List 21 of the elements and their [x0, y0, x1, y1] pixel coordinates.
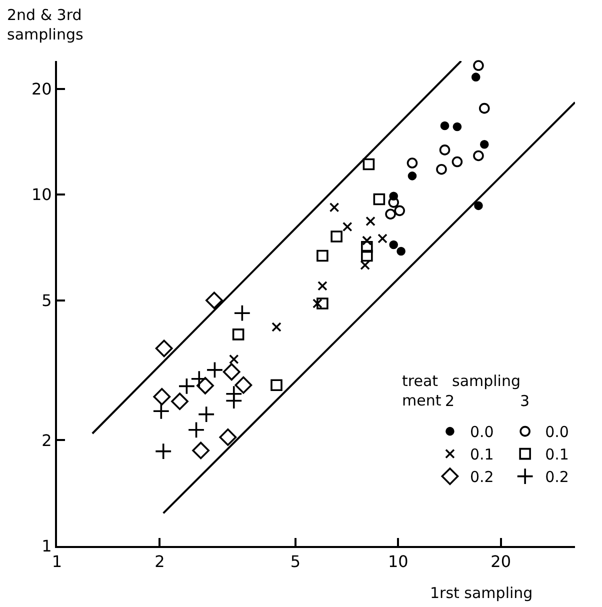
y-tick-label: 1	[42, 536, 52, 556]
legend-label: 0.1	[470, 446, 494, 464]
y-tick-label: 5	[42, 290, 52, 310]
annotation: 3	[520, 392, 530, 410]
legend-label: 0.0	[470, 423, 494, 442]
legend-label: 0.1	[545, 446, 569, 464]
y-tick-label: 20	[31, 79, 52, 98]
legend-label: 0.0	[545, 423, 569, 442]
y-tick-label: 10	[31, 185, 52, 204]
legend-label: 0.2	[545, 468, 569, 486]
legend-label: 0.2	[470, 468, 494, 486]
x-axis-title: 1rst sampling	[430, 584, 533, 602]
annotation: sampling	[452, 372, 521, 390]
x-tick-label: 5	[290, 552, 301, 572]
annotation: 2	[445, 392, 455, 410]
y-tick-label: 2	[42, 430, 52, 450]
x-tick-label: 20	[490, 552, 511, 572]
x-tick-label: 2	[154, 552, 165, 572]
y-axis-title: 2nd & 3rd samplings	[7, 6, 84, 44]
legend-title: treat ment	[402, 372, 442, 410]
x-tick-label: 10	[388, 552, 408, 572]
